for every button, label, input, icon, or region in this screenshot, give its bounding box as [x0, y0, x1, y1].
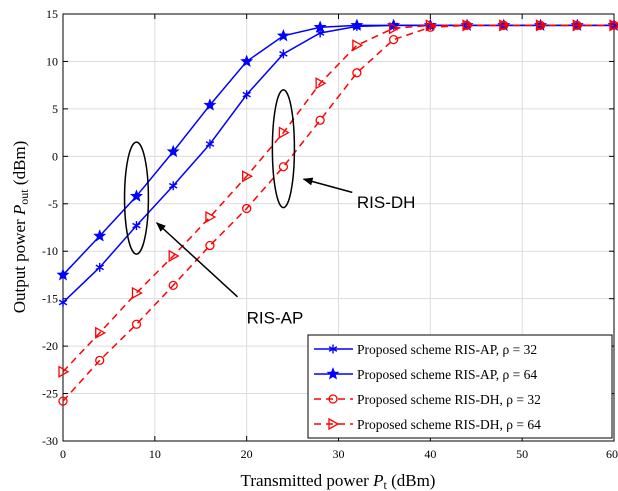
- data-point: [609, 19, 618, 32]
- y-tick-label: 5: [52, 102, 58, 116]
- legend-label: Proposed scheme RIS-DH, ρ = 64: [357, 417, 541, 432]
- data-point: [205, 210, 217, 224]
- legend-entry: Proposed scheme RIS-DH, ρ = 32: [314, 392, 541, 407]
- data-point: [535, 19, 547, 32]
- data-point: [388, 34, 399, 45]
- data-point: [166, 144, 180, 158]
- data-point: [168, 280, 178, 291]
- data-point: [315, 77, 327, 90]
- annotation-arrow: [155, 222, 238, 298]
- y-tick-label: -15: [42, 292, 58, 306]
- legend-entry: Proposed scheme RIS-DH, ρ = 64: [314, 417, 541, 432]
- legend-marker: [326, 367, 340, 380]
- data-point: [313, 20, 327, 33]
- legend-label: Proposed scheme RIS-AP, ρ = 32: [357, 342, 537, 357]
- data-point: [132, 221, 141, 231]
- data-point: [205, 139, 215, 149]
- annotation-label: RIS-DH: [357, 193, 416, 212]
- x-tick-label: 40: [424, 447, 436, 461]
- series-line: [62, 24, 614, 276]
- data-point: [462, 19, 474, 32]
- x-tick-label: 10: [149, 447, 161, 461]
- data-point: [58, 396, 68, 406]
- data-point: [572, 19, 584, 32]
- legend-label: Proposed scheme RIS-AP, ρ = 64: [357, 367, 537, 382]
- data-point: [131, 319, 142, 329]
- legend: Proposed scheme RIS-AP, ρ = 32 Proposed s…: [307, 334, 613, 439]
- data-point: [425, 19, 437, 32]
- annotation-ellipse: [271, 89, 296, 209]
- data-point: [242, 90, 251, 100]
- y-tick-label: -10: [42, 244, 58, 258]
- series-line: [62, 24, 614, 402]
- annotation-ellipse: [123, 141, 150, 255]
- data-point: [278, 162, 289, 172]
- data-point: [168, 249, 180, 263]
- y-tick-label: 15: [46, 7, 58, 21]
- annotation-2: RIS-DH: [271, 89, 416, 212]
- annotation-1: RIS-AP: [123, 141, 304, 328]
- legend-marker: [328, 344, 338, 354]
- data-point: [95, 326, 107, 339]
- x-tick-label: 0: [60, 447, 66, 461]
- data-point: [168, 181, 178, 191]
- legend-entry: Proposed scheme RIS-AP, ρ = 64: [314, 367, 537, 382]
- series-line: [62, 24, 614, 373]
- x-tick-label: 20: [241, 447, 253, 461]
- y-tick-label: -20: [42, 339, 58, 353]
- data-point: [93, 229, 107, 242]
- annotation-arrow: [302, 177, 353, 194]
- y-axis-label: Output power Pout (dBm): [10, 141, 31, 314]
- data-point: [58, 297, 68, 307]
- data-point: [278, 126, 290, 139]
- data-point: [352, 68, 362, 78]
- data-point: [352, 39, 364, 52]
- data-point: [129, 189, 143, 202]
- data-point: [205, 240, 215, 251]
- axis-ticks: 0 10 20 30 40 50 60 -30 -25 -20 -15 -10 -5 0 5 10 15: [42, 7, 618, 461]
- y-tick-label: -30: [42, 434, 58, 448]
- data-point: [95, 262, 104, 272]
- data-point: [242, 203, 252, 214]
- x-axis-label: Transmitted power Pt (dBm): [241, 471, 436, 491]
- series-4: [58, 19, 618, 378]
- y-tick-label: -25: [42, 387, 58, 401]
- data-point: [131, 286, 143, 300]
- x-tick-label: 60: [606, 447, 618, 461]
- data-point: [276, 28, 290, 42]
- y-tick-label: -5: [48, 197, 58, 211]
- data-point: [203, 98, 217, 111]
- legend-entry: Proposed scheme RIS-AP, ρ = 32: [314, 342, 537, 357]
- legend-marker: [328, 394, 338, 404]
- annotation-label: RIS-AP: [247, 309, 304, 328]
- data-point: [499, 19, 511, 32]
- data-point: [315, 115, 325, 125]
- legend-label: Proposed scheme RIS-DH, ρ = 32: [357, 392, 541, 407]
- data-point: [279, 49, 288, 59]
- data-point: [350, 18, 364, 31]
- data-point: [242, 170, 254, 183]
- data-point: [56, 268, 70, 281]
- data-point: [388, 22, 400, 35]
- series-layer: [56, 18, 618, 406]
- legend-box: [307, 334, 613, 439]
- annotations: RIS-AP RIS-DH: [123, 89, 416, 328]
- data-point: [58, 365, 70, 378]
- y-tick-label: 0: [52, 149, 58, 163]
- data-point: [95, 355, 105, 365]
- x-tick-label: 50: [516, 447, 528, 461]
- x-tick-label: 30: [333, 447, 345, 461]
- y-tick-label: 10: [46, 54, 58, 68]
- data-point: [240, 54, 254, 67]
- legend-marker: [328, 417, 340, 431]
